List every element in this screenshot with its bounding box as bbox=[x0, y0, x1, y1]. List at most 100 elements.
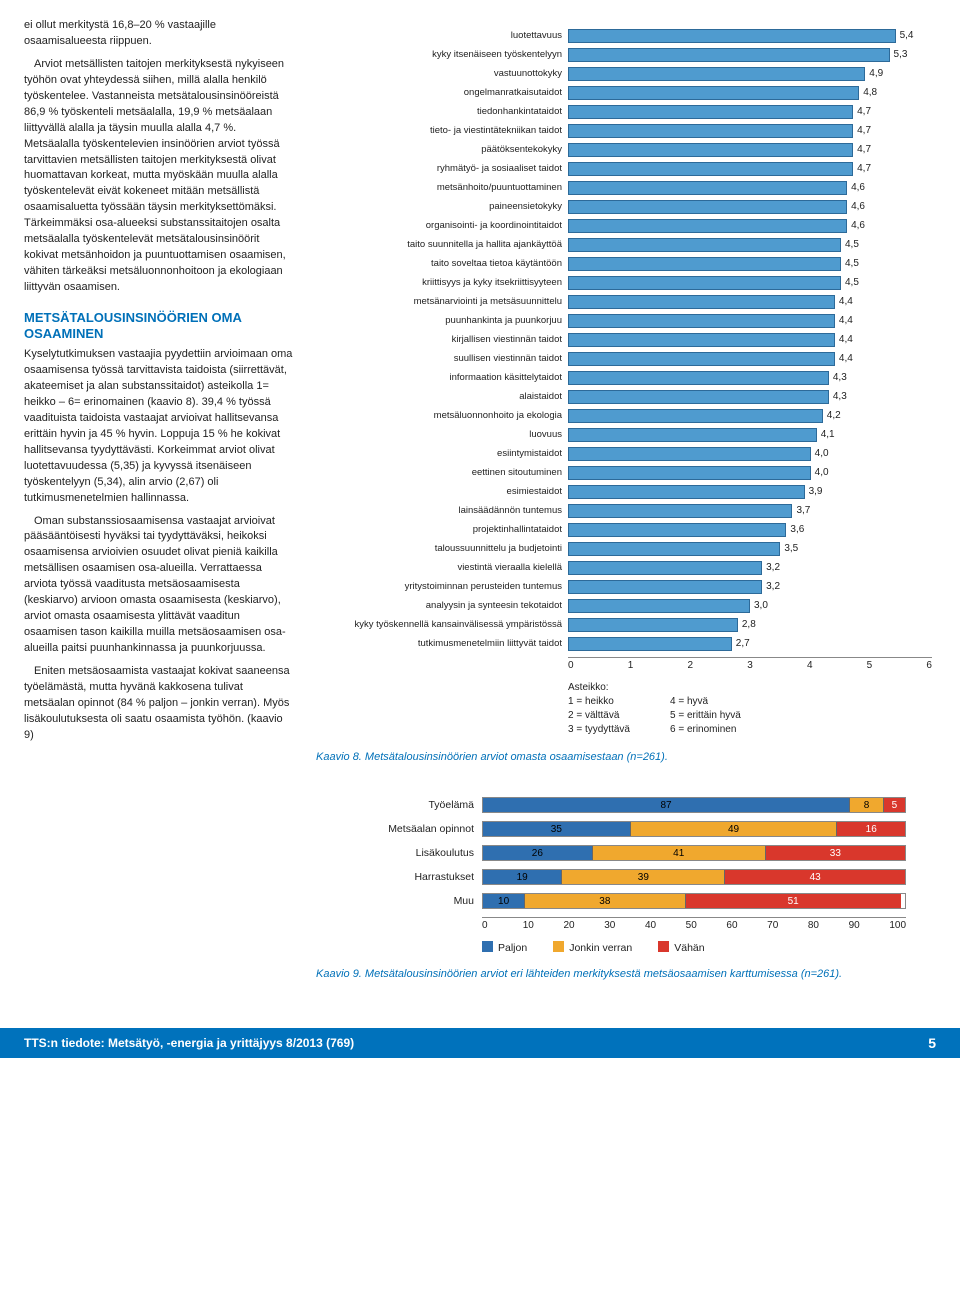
stacked-segment: 33 bbox=[766, 846, 905, 860]
bar-value: 3,2 bbox=[762, 580, 780, 594]
stacked-row: Muu103851 bbox=[352, 889, 906, 913]
stacked-segment: 87 bbox=[483, 798, 850, 812]
bar bbox=[568, 181, 847, 195]
bar-value: 4,6 bbox=[847, 200, 865, 214]
bar-label: luotettavuus bbox=[316, 30, 568, 41]
bar-value: 4,8 bbox=[859, 86, 877, 100]
bar bbox=[568, 29, 896, 43]
stacked-row: Harrastukset193943 bbox=[352, 865, 906, 889]
bar-label: luovuus bbox=[316, 429, 568, 440]
bar-label: lainsäädännön tuntemus bbox=[316, 505, 568, 516]
bar-row: analyysin ja synteesin tekotaidot3,0 bbox=[316, 596, 932, 615]
bar bbox=[568, 257, 841, 271]
bar-value: 4,7 bbox=[853, 143, 871, 157]
bar bbox=[568, 352, 835, 366]
bar bbox=[568, 390, 829, 404]
bar bbox=[568, 618, 738, 632]
chart-9: Työelämä8785Metsäalan opinnot354916Lisäk… bbox=[312, 785, 936, 956]
bar-label: kirjallisen viestinnän taidot bbox=[316, 334, 568, 345]
bar-row: kyky työskennellä kansainvälisessä ympär… bbox=[316, 615, 932, 634]
bar-value: 3,6 bbox=[786, 523, 804, 537]
legend-swatch bbox=[553, 941, 564, 952]
legend-item: Vähän bbox=[658, 941, 704, 954]
stacked-label: Työelämä bbox=[352, 799, 482, 811]
bar-label: tiedonhankintataidot bbox=[316, 106, 568, 117]
bar bbox=[568, 428, 817, 442]
stacked-segment: 39 bbox=[562, 870, 725, 884]
chart-9-legend: Paljon Jonkin verran Vähän bbox=[482, 941, 906, 954]
chart-8-legend: Asteikko: 1 = heikko2 = välttävä3 = tyyd… bbox=[568, 681, 932, 737]
bar-value: 4,2 bbox=[823, 409, 841, 423]
bar-row: taito suunnitella ja hallita ajankäyttöä… bbox=[316, 235, 932, 254]
stacked-row: Lisäkoulutus264133 bbox=[352, 841, 906, 865]
bar-row: taloussuunnittelu ja budjetointi3,5 bbox=[316, 539, 932, 558]
bar bbox=[568, 561, 762, 575]
footer-bar: TTS:n tiedote: Metsätyö, -energia ja yri… bbox=[0, 1028, 960, 1058]
bar-value: 3,9 bbox=[805, 485, 823, 499]
stacked-label: Metsäalan opinnot bbox=[352, 823, 482, 835]
bar-row: informaation käsittelytaidot4,3 bbox=[316, 368, 932, 387]
bar-row: projektinhallintataidot 3,6 bbox=[316, 520, 932, 539]
bar-row: tutkimusmenetelmiin liittyvät taidot2,7 bbox=[316, 634, 932, 653]
bar-value: 4,4 bbox=[835, 352, 853, 366]
bar-value: 4,4 bbox=[835, 333, 853, 347]
bar-value: 4,4 bbox=[835, 314, 853, 328]
bar-value: 4,3 bbox=[829, 371, 847, 385]
bar-label: paineensietokyky bbox=[316, 201, 568, 212]
bar-row: lainsäädännön tuntemus3,7 bbox=[316, 501, 932, 520]
stacked-segment: 8 bbox=[850, 798, 884, 812]
bar-row: kyky itsenäiseen työskentelyyn 5,3 bbox=[316, 45, 932, 64]
bar-label: kriittisyys ja kyky itsekriittisyyteen bbox=[316, 277, 568, 288]
bar-value: 4,9 bbox=[865, 67, 883, 81]
bar bbox=[568, 333, 835, 347]
bar-label: suullisen viestinnän taidot bbox=[316, 353, 568, 364]
bar-value: 5,3 bbox=[890, 48, 908, 62]
bar bbox=[568, 276, 841, 290]
bar-row: päätöksentekokyky4,7 bbox=[316, 140, 932, 159]
bar-label: kyky itsenäiseen työskentelyyn bbox=[316, 49, 568, 60]
bar-value: 4,6 bbox=[847, 219, 865, 233]
legend-swatch bbox=[658, 941, 669, 952]
bar-row: yritystoiminnan perusteiden tuntemus 3,2 bbox=[316, 577, 932, 596]
bar-value: 4,7 bbox=[853, 162, 871, 176]
stacked-segment: 26 bbox=[483, 846, 593, 860]
bar-row: tieto- ja viestintätekniikan taidot4,7 bbox=[316, 121, 932, 140]
stacked-label: Lisäkoulutus bbox=[352, 847, 482, 859]
bar bbox=[568, 162, 853, 176]
bar bbox=[568, 314, 835, 328]
bar-value: 4,5 bbox=[841, 238, 859, 252]
stacked-segment: 10 bbox=[483, 894, 525, 908]
bar-label: ryhmätyö- ja sosiaaliset taidot bbox=[316, 163, 568, 174]
bar-value: 5,4 bbox=[896, 29, 914, 43]
bar-label: taloussuunnittelu ja budjetointi bbox=[316, 543, 568, 554]
bar-row: kirjallisen viestinnän taidot 4,4 bbox=[316, 330, 932, 349]
stacked-label: Harrastukset bbox=[352, 871, 482, 883]
stacked-segment: 35 bbox=[483, 822, 631, 836]
bar-label: esimiestaidot bbox=[316, 486, 568, 497]
bar-value: 4,6 bbox=[847, 181, 865, 195]
legend-item: Paljon bbox=[482, 941, 527, 954]
bar-label: alaistaidot bbox=[316, 391, 568, 402]
bar-label: kyky työskennellä kansainvälisessä ympär… bbox=[316, 619, 568, 630]
bar-row: metsäluonnonhoito ja ekologia4,2 bbox=[316, 406, 932, 425]
bar-value: 4,5 bbox=[841, 257, 859, 271]
bar-label: yritystoiminnan perusteiden tuntemus bbox=[316, 581, 568, 592]
chart-9-caption: Kaavio 9. Metsätalousinsinöörien arviot … bbox=[316, 968, 936, 980]
bar bbox=[568, 238, 841, 252]
stacked-segment: 19 bbox=[483, 870, 562, 884]
footer-title: TTS:n tiedote: Metsätyö, -energia ja yri… bbox=[24, 1036, 354, 1050]
legend-item: Jonkin verran bbox=[553, 941, 632, 954]
bar-value: 4,7 bbox=[853, 124, 871, 138]
bar-value: 3,2 bbox=[762, 561, 780, 575]
bar bbox=[568, 124, 853, 138]
bar-label: projektinhallintataidot bbox=[316, 524, 568, 535]
bar-row: alaistaidot4,3 bbox=[316, 387, 932, 406]
bar bbox=[568, 48, 890, 62]
bar bbox=[568, 143, 853, 157]
bar bbox=[568, 466, 811, 480]
bar-label: esiintymistaidot bbox=[316, 448, 568, 459]
bar-row: organisointi- ja koordinointitaidot4,6 bbox=[316, 216, 932, 235]
bar-label: metsänhoito/puuntuottaminen bbox=[316, 182, 568, 193]
bar-label: taito soveltaa tietoa käytäntöön bbox=[316, 258, 568, 269]
bar-row: luovuus4,1 bbox=[316, 425, 932, 444]
